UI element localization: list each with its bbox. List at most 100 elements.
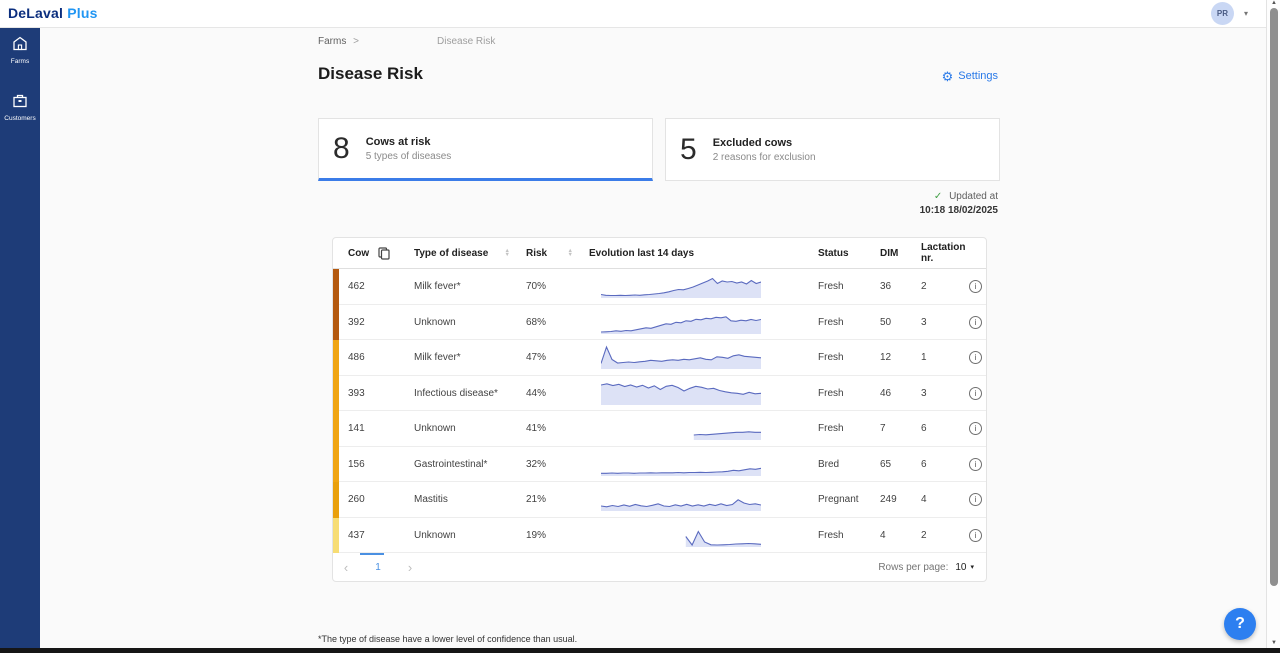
status-cell: Fresh	[818, 387, 844, 399]
active-page-indicator	[360, 553, 384, 555]
evolution-sparkline	[589, 270, 818, 303]
risk-level-bar	[333, 411, 339, 447]
cow-id-cell: 486	[348, 352, 365, 364]
info-icon[interactable]: i	[969, 386, 982, 400]
info-icon[interactable]: i	[969, 351, 982, 365]
settings-label: Settings	[958, 70, 998, 82]
status-cell: Fresh	[818, 529, 844, 541]
scrollbar-thumb[interactable]	[1270, 8, 1278, 586]
sidebar-item-customers[interactable]: Customers	[0, 85, 40, 128]
risk-cell: 32%	[526, 458, 547, 470]
dim-cell: 50	[880, 316, 892, 328]
check-icon: ✓	[933, 191, 943, 202]
user-menu[interactable]: PR ▾	[1210, 2, 1248, 25]
disease-cell: Unknown	[414, 423, 456, 435]
table-row[interactable]: 437 Unknown 19% Fresh 4 2 i	[333, 517, 986, 553]
breadcrumb-current: Disease Risk	[437, 36, 496, 47]
disease-risk-table: Cow Type of disease ▲ ▼ Risk ▲ ▼ Evolution…	[332, 237, 987, 582]
col-status: Status	[818, 247, 849, 259]
cow-id-cell: 393	[348, 387, 365, 399]
lactation-cell: 2	[921, 529, 927, 541]
card-subtitle: 5 types of diseases	[365, 150, 452, 162]
breadcrumb-root[interactable]: Farms	[318, 36, 347, 47]
col-cow: Cow	[348, 247, 370, 259]
status-cell: Fresh	[818, 423, 844, 435]
card-title: Excluded cows	[712, 136, 793, 149]
table-row[interactable]: 462 Milk fever* 70% Fresh 36 2 i	[333, 269, 986, 305]
col-dim: DIM	[880, 247, 899, 259]
lactation-cell: 1	[921, 352, 927, 364]
dim-cell: 46	[880, 387, 892, 399]
card-excluded-cows[interactable]: 5 Excluded cows 2 reasons for exclusion	[665, 118, 1000, 181]
avatar[interactable]: PR	[1210, 2, 1234, 25]
top-bar: DeLaval Plus PR ▾	[0, 0, 1280, 28]
cow-id-cell: 260	[348, 494, 365, 506]
updated-at: ✓ Updated at 10:18 18/02/2025	[920, 191, 998, 216]
col-type-of-disease: Type of disease	[414, 247, 489, 259]
table-row[interactable]: 392 Unknown 68% Fresh 50 3 i	[333, 304, 986, 340]
scrollbar[interactable]: ▲ ▼	[1266, 0, 1280, 648]
brand-primary: DeLaval	[8, 5, 64, 21]
risk-cell: 41%	[526, 423, 547, 435]
risk-cell: 68%	[526, 316, 547, 328]
info-icon[interactable]: i	[969, 528, 982, 542]
copy-icon[interactable]	[378, 246, 390, 260]
status-cell: Bred	[818, 458, 840, 470]
scroll-up-icon[interactable]: ▲	[1271, 0, 1277, 6]
risk-cell: 70%	[526, 281, 547, 293]
col-lactation: Lactation nr.	[921, 242, 966, 264]
info-icon[interactable]: i	[969, 422, 982, 436]
cow-id-cell: 462	[348, 281, 365, 293]
status-cell: Fresh	[818, 352, 844, 364]
info-icon[interactable]: i	[969, 280, 982, 294]
info-icon[interactable]: i	[969, 315, 982, 329]
page-title: Disease Risk	[318, 64, 423, 83]
info-icon[interactable]: i	[969, 493, 982, 507]
risk-cell: 19%	[526, 529, 547, 541]
farms-icon	[12, 36, 28, 56]
cow-id-cell: 437	[348, 529, 365, 541]
next-page-button[interactable]: ›	[407, 559, 413, 575]
sidebar-item-farms[interactable]: Farms	[0, 28, 40, 71]
dim-cell: 7	[880, 423, 886, 435]
gear-icon: ⚙	[941, 68, 954, 84]
risk-cell: 47%	[526, 352, 547, 364]
chevron-down-icon[interactable]: ▾	[1243, 9, 1248, 18]
sort-icon[interactable]: ▲ ▼	[567, 248, 573, 258]
settings-button[interactable]: ⚙ Settings	[941, 68, 998, 84]
cows-at-risk-count: 8	[333, 131, 350, 165]
page-1-button[interactable]: 1	[375, 561, 381, 573]
table-row[interactable]: 141 Unknown 41% Fresh 7 6 i	[333, 411, 986, 447]
disease-cell: Milk fever*	[414, 352, 461, 364]
disease-cell: Unknown	[414, 529, 456, 541]
scroll-down-icon[interactable]: ▼	[1271, 640, 1277, 646]
disease-cell: Gastrointestinal*	[414, 458, 488, 470]
info-icon[interactable]: i	[969, 457, 982, 471]
rows-per-page-select[interactable]: 10 ▾	[955, 561, 974, 573]
table-row[interactable]: 156 Gastrointestinal* 32% Bred 65 6 i	[333, 446, 986, 482]
table-row[interactable]: 260 Mastitis 21% Pregnant 249 4 i	[333, 482, 986, 518]
caret-down-icon: ▾	[970, 564, 974, 571]
disease-cell: Infectious disease*	[414, 387, 498, 399]
customers-icon	[12, 93, 28, 113]
table-header-row: Cow Type of disease ▲ ▼ Risk ▲ ▼ Evolution…	[333, 238, 986, 269]
table-row[interactable]: 393 Infectious disease* 44% Fresh 46 3 i	[333, 375, 986, 411]
sort-icon[interactable]: ▲ ▼	[504, 248, 510, 258]
prev-page-button[interactable]: ‹	[343, 559, 349, 575]
dim-cell: 249	[880, 494, 897, 506]
status-cell: Pregnant	[818, 494, 859, 506]
risk-cell: 21%	[526, 494, 547, 506]
cow-id-cell: 392	[348, 316, 365, 328]
brand-logo[interactable]: DeLaval Plus	[8, 5, 98, 21]
help-button[interactable]: ?	[1224, 608, 1256, 640]
card-cows-at-risk[interactable]: 8 Cows at risk 5 types of diseases	[318, 118, 653, 181]
updated-timestamp: 10:18 18/02/2025	[919, 205, 998, 216]
footnote: *The type of disease have a lower level …	[318, 634, 578, 644]
risk-level-bar	[333, 482, 339, 518]
sidebar-item-label: Farms	[10, 58, 30, 65]
dim-cell: 12	[880, 352, 892, 364]
table-row[interactable]: 486 Milk fever* 47% Fresh 12 1 i	[333, 340, 986, 376]
risk-level-bar	[333, 446, 339, 482]
pagination: ‹ 1 › Rows per page: 10 ▾	[333, 553, 986, 581]
disease-cell: Mastitis	[414, 494, 448, 506]
